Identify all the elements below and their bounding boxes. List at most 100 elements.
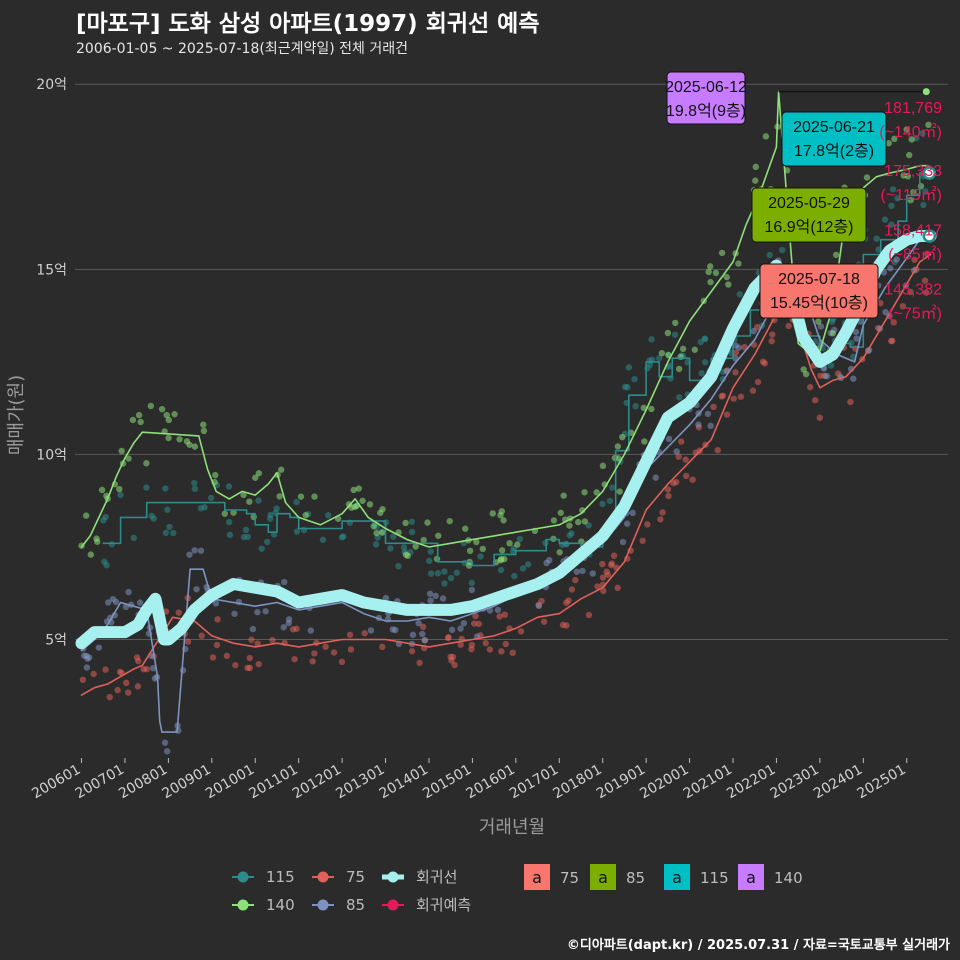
callout-date: 2025-06-21 <box>793 119 875 136</box>
scatter-point <box>560 492 567 499</box>
scatter-point <box>735 344 742 351</box>
record-point <box>922 88 930 96</box>
scatter-point <box>893 256 900 263</box>
scatter-point <box>350 486 357 494</box>
scatter-point <box>920 201 927 209</box>
scatter-point <box>888 337 895 345</box>
legend-label: 회귀선 <box>416 868 457 886</box>
scatter-point <box>574 518 582 526</box>
scatter-point <box>457 641 464 648</box>
regression-line <box>75 230 937 650</box>
scatter-point <box>426 590 434 597</box>
scatter-point <box>925 121 932 129</box>
chart-subtitle: 2006-01-05 ~ 2025-07-18(최근계약일) 전체 거래건 <box>76 41 408 57</box>
scatter-point <box>557 509 564 517</box>
scatter-point <box>276 493 283 500</box>
scatter-point <box>497 511 504 519</box>
scatter-point <box>890 319 897 326</box>
scatter-point <box>214 616 221 623</box>
scatter-point <box>498 547 506 554</box>
scatter-point <box>899 302 907 310</box>
scatter-point <box>903 126 910 133</box>
scatter-point <box>817 323 825 330</box>
scatter-point <box>134 683 142 690</box>
scatter-point <box>319 536 327 544</box>
callout-price: 17.8억(2층) <box>794 142 874 160</box>
legend-badge-box <box>738 864 764 890</box>
scatter-point <box>230 509 237 516</box>
scatter-point <box>616 488 623 495</box>
scatter-point <box>610 552 618 559</box>
prediction-marker <box>922 229 937 243</box>
scatter-point <box>589 570 596 577</box>
scatter-point <box>302 511 309 519</box>
scatter-point <box>619 433 626 441</box>
scatter-point <box>923 289 930 296</box>
scatter-point <box>887 265 894 272</box>
scatter-point <box>473 538 480 546</box>
scatter-point <box>768 337 775 345</box>
scatter-point <box>79 676 87 684</box>
scatter-point <box>143 484 150 491</box>
scatter-point <box>593 489 600 496</box>
callout-price: 19.8억(9층) <box>666 102 746 120</box>
scatter-point <box>165 434 172 442</box>
x-tick-label: 201501 <box>420 762 474 803</box>
scatter-point <box>907 197 914 204</box>
scatter-point <box>466 547 474 555</box>
scatter-point <box>516 535 524 543</box>
callout-box <box>759 263 879 319</box>
scatter-point <box>244 533 251 541</box>
scatter-point <box>432 592 439 600</box>
scatter-point <box>291 655 298 663</box>
scatter-point <box>608 560 616 567</box>
scatter-point <box>266 515 274 522</box>
scatter-point <box>907 288 914 296</box>
scatter-point <box>143 460 150 467</box>
scatter-point <box>255 660 262 668</box>
scatter-point <box>249 625 257 633</box>
y-tick-label: 5억 <box>45 633 67 649</box>
scatter-point <box>853 335 860 342</box>
legend-badge-115: a 115 <box>664 864 729 890</box>
scatter-point <box>373 529 380 537</box>
scatter-point <box>101 558 108 565</box>
legend-key-dot <box>317 871 329 883</box>
scatter-point <box>175 609 182 616</box>
scatter-point <box>625 364 633 371</box>
scatter-point <box>129 416 137 424</box>
callout-price: 16.9억(12층) <box>764 218 853 236</box>
scatter-point <box>832 251 840 259</box>
legend-item-75: 75 <box>312 868 365 886</box>
scatter-point <box>568 530 575 537</box>
scatter-point <box>109 595 117 603</box>
scatter-point <box>170 529 177 537</box>
scatter-point <box>644 521 651 528</box>
scatter-point <box>347 646 355 653</box>
scatter-point <box>98 486 106 494</box>
scatter-point <box>535 602 543 610</box>
legend-item-140: 140 <box>232 896 295 914</box>
scatter-point <box>150 515 157 522</box>
scatter-point <box>631 375 638 383</box>
scatter-point <box>409 631 417 639</box>
scatter-point <box>695 421 702 428</box>
scatter-point <box>670 479 677 487</box>
scatter-point <box>448 657 455 664</box>
scatter-point <box>882 308 889 316</box>
scatter-point <box>689 476 696 483</box>
scatter-point <box>701 359 709 366</box>
x-tick-label: 201001 <box>203 762 257 803</box>
scatter-point <box>135 657 142 665</box>
scatter-point <box>494 606 502 614</box>
scatter-point <box>510 548 517 555</box>
scatter-point <box>599 462 607 470</box>
scatter-point <box>346 631 354 638</box>
scatter-point <box>441 568 448 575</box>
scatter-point <box>497 566 505 574</box>
scatter-point <box>231 610 238 617</box>
scatter-point <box>387 545 394 552</box>
scatter-point <box>509 649 516 657</box>
scatter-point <box>359 497 366 504</box>
callout-date: 2025-07-18 <box>778 271 860 288</box>
